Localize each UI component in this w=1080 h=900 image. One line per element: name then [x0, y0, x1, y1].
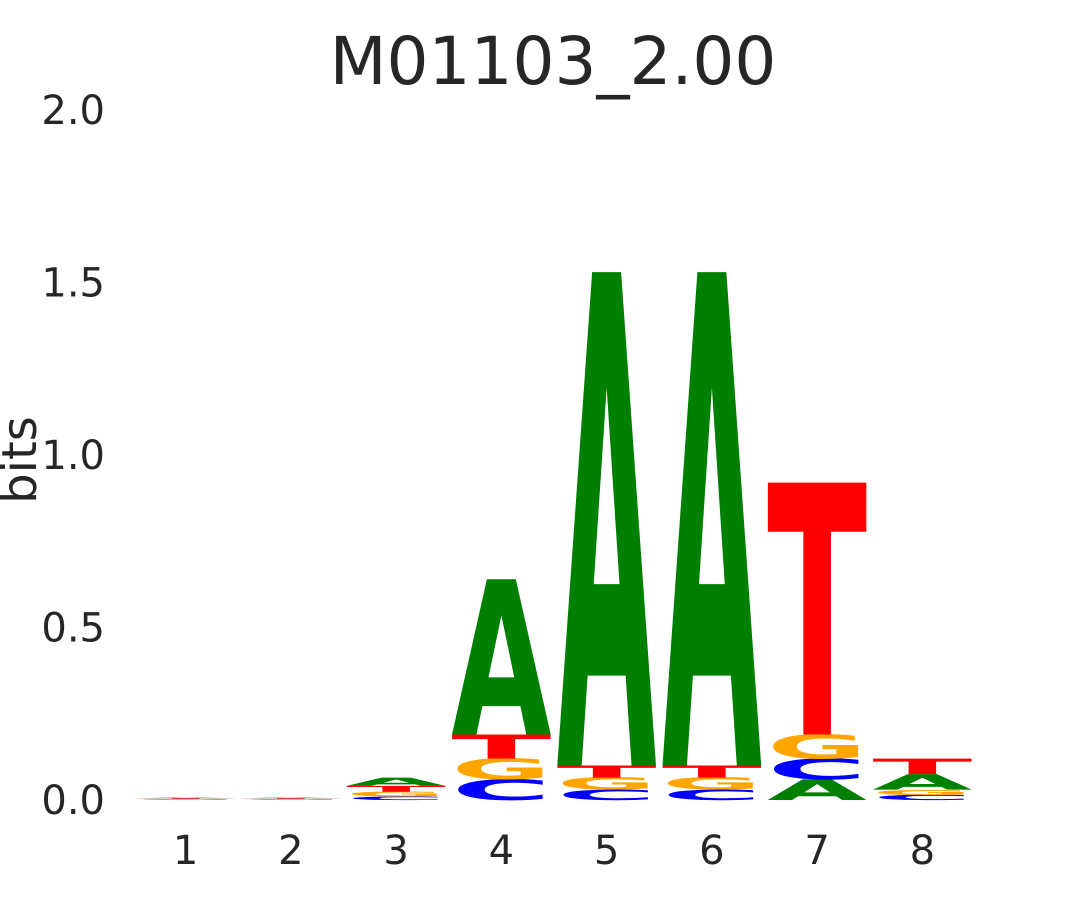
logo-letter-t: T: [346, 784, 446, 793]
logo-letter-t: T: [451, 728, 551, 767]
x-tick-label: 8: [910, 828, 935, 874]
x-tick-label: 2: [278, 828, 303, 874]
logo-letter-a: A: [557, 138, 658, 900]
logo-letter-a: A: [662, 138, 763, 900]
logo-letter-c: C: [872, 793, 972, 801]
logo-letter-a: A: [872, 770, 972, 795]
logo-letter-a: A: [136, 797, 236, 798]
logo-letter-t: T: [241, 798, 341, 799]
logo-letter-c: C: [136, 800, 236, 801]
x-tick-label: 3: [383, 828, 408, 874]
logo-letter-t: T: [662, 762, 762, 781]
logo-letter-g: G: [872, 788, 972, 796]
logo-letter-c: C: [767, 753, 867, 786]
logo-letter-c: C: [662, 787, 762, 804]
y-axis-label: bits: [0, 416, 48, 504]
logo-letter-g: G: [346, 790, 446, 798]
logo-letter-g: G: [241, 799, 341, 800]
logo-letter-c: C: [241, 800, 341, 801]
logo-letter-t: T: [136, 798, 236, 799]
y-tick-label: 1.0: [41, 433, 105, 479]
x-tick-label: 1: [173, 828, 198, 874]
logo-letter-t: T: [557, 762, 657, 781]
x-axis-ticks: 1 2 3 4 5 6 7 8: [173, 828, 935, 874]
logo-letter-g: G: [662, 774, 762, 793]
x-tick-label: 7: [804, 828, 829, 874]
x-tick-label: 5: [594, 828, 619, 874]
chart-title: M01103_2.00: [330, 23, 777, 100]
logo-letter-g: G: [767, 728, 867, 767]
logo-letter-t: T: [767, 414, 868, 816]
y-tick-label: 1.5: [41, 261, 105, 307]
logo-letter-g: G: [451, 753, 551, 786]
logo-letter-c: C: [346, 796, 446, 801]
logo-letter-a: A: [241, 797, 341, 798]
logo-letter-a: A: [346, 775, 446, 788]
x-tick-label: 6: [699, 828, 724, 874]
y-tick-label: 0.0: [41, 778, 105, 824]
y-tick-label: 0.5: [41, 606, 105, 652]
logo-letter-g: G: [136, 799, 236, 800]
x-tick-label: 4: [489, 828, 514, 874]
logo-letter-c: C: [451, 774, 551, 807]
logo-letter-a: A: [451, 537, 551, 785]
y-axis-ticks: 0.0 0.5 1.0 1.5 2.0: [41, 88, 105, 824]
logo-letter-c: C: [557, 787, 657, 804]
logo-letter-a: A: [767, 774, 867, 807]
logo-letter-g: G: [557, 774, 657, 793]
logo-letter-t: T: [872, 754, 972, 779]
y-tick-label: 2.0: [41, 88, 105, 134]
